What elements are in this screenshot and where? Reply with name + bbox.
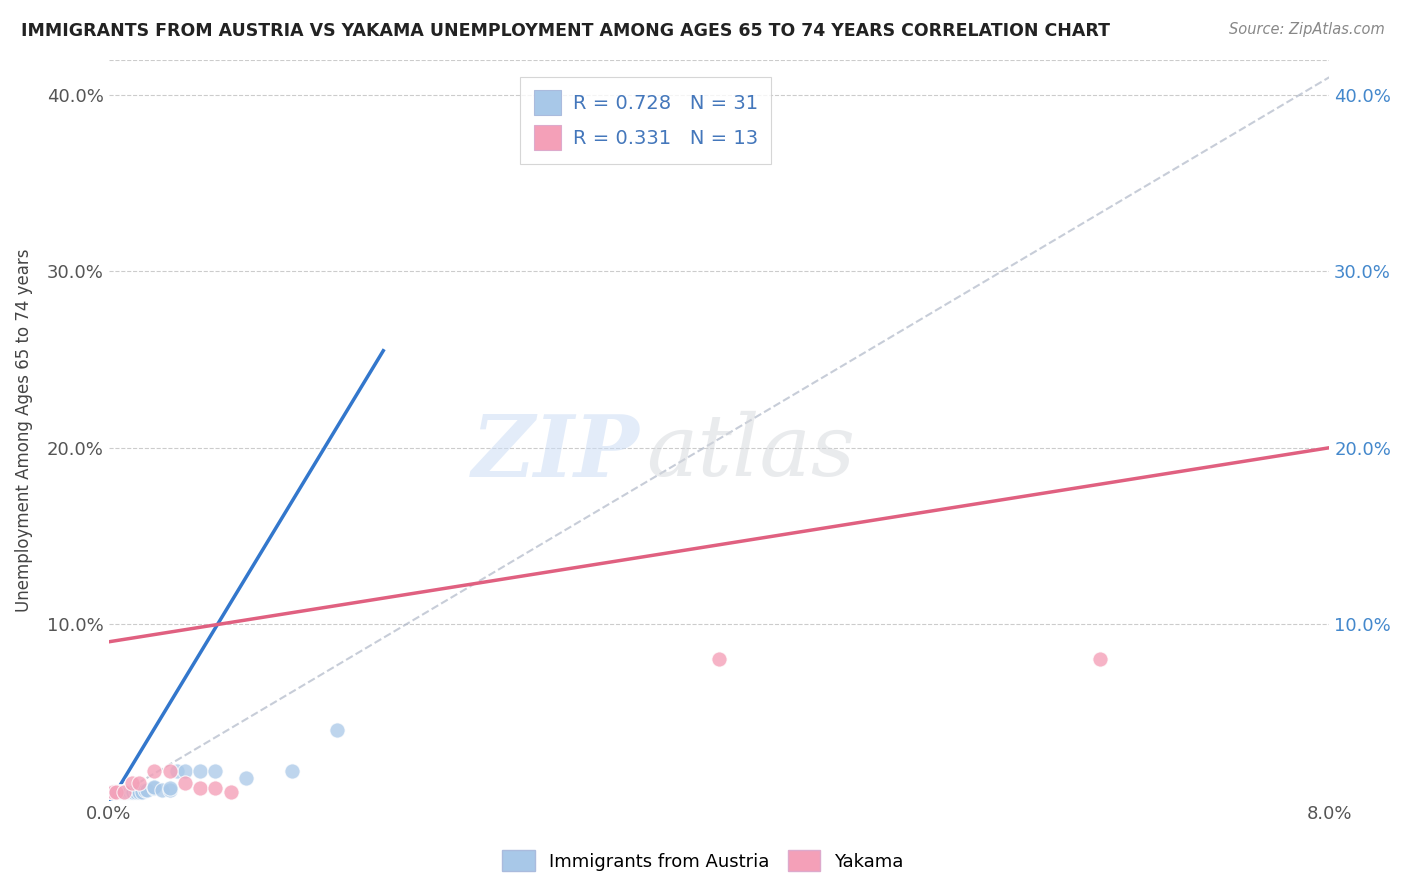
- Point: [188, 764, 211, 778]
- Point: [103, 785, 125, 799]
- Text: IMMIGRANTS FROM AUSTRIA VS YAKAMA UNEMPLOYMENT AMONG AGES 65 TO 74 YEARS CORRELA: IMMIGRANTS FROM AUSTRIA VS YAKAMA UNEMPL…: [21, 22, 1111, 40]
- Point: [134, 783, 156, 797]
- Point: [110, 785, 132, 799]
- Point: [125, 785, 148, 799]
- Point: [128, 776, 150, 790]
- Point: [204, 781, 226, 796]
- Legend: R = 0.728   N = 31, R = 0.331   N = 13: R = 0.728 N = 31, R = 0.331 N = 13: [520, 77, 772, 163]
- Text: Source: ZipAtlas.com: Source: ZipAtlas.com: [1229, 22, 1385, 37]
- Point: [174, 776, 197, 790]
- Point: [112, 785, 135, 799]
- Point: [143, 780, 166, 794]
- Point: [280, 764, 302, 778]
- Point: [174, 764, 197, 778]
- Point: [128, 785, 150, 799]
- Point: [143, 764, 166, 778]
- Point: [159, 783, 181, 797]
- Point: [103, 785, 125, 799]
- Point: [1090, 652, 1112, 666]
- Point: [111, 785, 134, 799]
- Point: [159, 781, 181, 796]
- Point: [235, 771, 257, 785]
- Point: [219, 785, 242, 799]
- Point: [104, 785, 127, 799]
- Point: [121, 776, 143, 790]
- Point: [118, 785, 141, 799]
- Point: [108, 785, 131, 799]
- Point: [107, 785, 129, 799]
- Point: [122, 785, 145, 799]
- Y-axis label: Unemployment Among Ages 65 to 74 years: Unemployment Among Ages 65 to 74 years: [15, 248, 32, 612]
- Point: [707, 652, 730, 666]
- Point: [150, 783, 173, 797]
- Point: [115, 785, 138, 799]
- Point: [100, 785, 122, 799]
- Legend: Immigrants from Austria, Yakama: Immigrants from Austria, Yakama: [495, 843, 911, 879]
- Point: [135, 783, 157, 797]
- Point: [131, 785, 153, 799]
- Point: [112, 785, 135, 799]
- Point: [326, 723, 349, 737]
- Point: [105, 785, 128, 799]
- Text: ZIP: ZIP: [472, 410, 640, 494]
- Point: [204, 764, 226, 778]
- Point: [166, 764, 188, 778]
- Point: [121, 785, 143, 799]
- Point: [188, 781, 211, 796]
- Point: [143, 781, 166, 796]
- Point: [105, 785, 128, 799]
- Point: [159, 764, 181, 778]
- Point: [117, 785, 139, 799]
- Text: atlas: atlas: [645, 411, 855, 493]
